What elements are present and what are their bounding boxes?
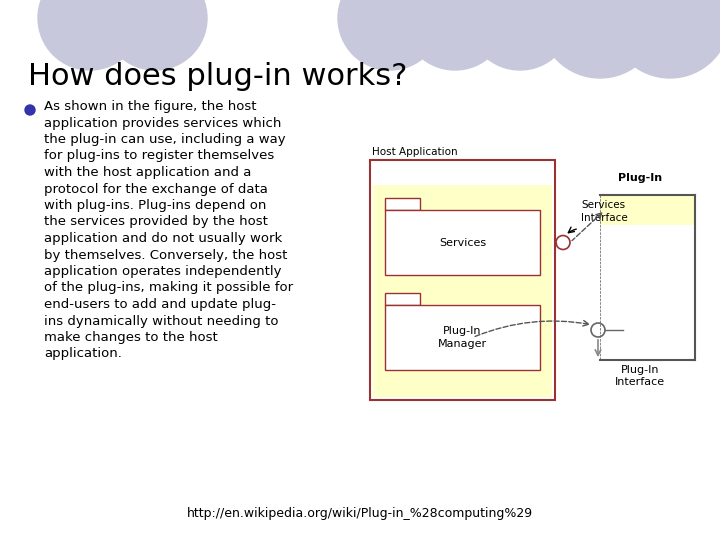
Text: Host Application: Host Application [372,147,458,157]
Bar [373,185,552,397]
Bar [370,160,555,400]
Circle shape [468,0,572,70]
Text: with plug-ins. Plug-ins depend on: with plug-ins. Plug-ins depend on [44,199,266,212]
Circle shape [338,0,442,70]
Circle shape [25,105,35,115]
Circle shape [540,0,660,78]
Text: application operates independently: application operates independently [44,265,282,278]
Bar [385,293,420,305]
Circle shape [103,0,207,70]
Text: Plug-In
Manager: Plug-In Manager [438,326,487,349]
Text: Services: Services [439,238,486,247]
Bar [385,198,420,210]
Text: the services provided by the host: the services provided by the host [44,215,268,228]
Text: with the host application and a: with the host application and a [44,166,251,179]
Text: application provides services which: application provides services which [44,117,282,130]
Text: application and do not usually work: application and do not usually work [44,232,282,245]
Circle shape [38,0,142,70]
Text: As shown in the figure, the host: As shown in the figure, the host [44,100,256,113]
Text: by themselves. Conversely, the host: by themselves. Conversely, the host [44,248,287,261]
Text: end-users to add and update plug-: end-users to add and update plug- [44,298,276,311]
Text: How does plug-in works?: How does plug-in works? [28,62,408,91]
Bar [385,210,540,275]
Text: the plug-in can use, including a way: the plug-in can use, including a way [44,133,286,146]
Text: for plug-ins to register themselves: for plug-ins to register themselves [44,150,274,163]
Text: http://en.wikipedia.org/wiki/Plug-in_%28computing%29: http://en.wikipedia.org/wiki/Plug-in_%28… [187,507,533,520]
Text: of the plug-ins, making it possible for: of the plug-ins, making it possible for [44,281,293,294]
Circle shape [610,0,720,78]
Text: make changes to the host: make changes to the host [44,331,217,344]
Bar [385,305,540,370]
Text: application.: application. [44,348,122,361]
Text: Services
Interface: Services Interface [581,200,628,223]
Text: Plug-In: Plug-In [618,173,662,183]
Circle shape [403,0,507,70]
Text: protocol for the exchange of data: protocol for the exchange of data [44,183,268,195]
Text: ins dynamically without needing to: ins dynamically without needing to [44,314,279,327]
Bar [600,195,695,225]
Text: Plug-In
Interface: Plug-In Interface [615,365,665,387]
